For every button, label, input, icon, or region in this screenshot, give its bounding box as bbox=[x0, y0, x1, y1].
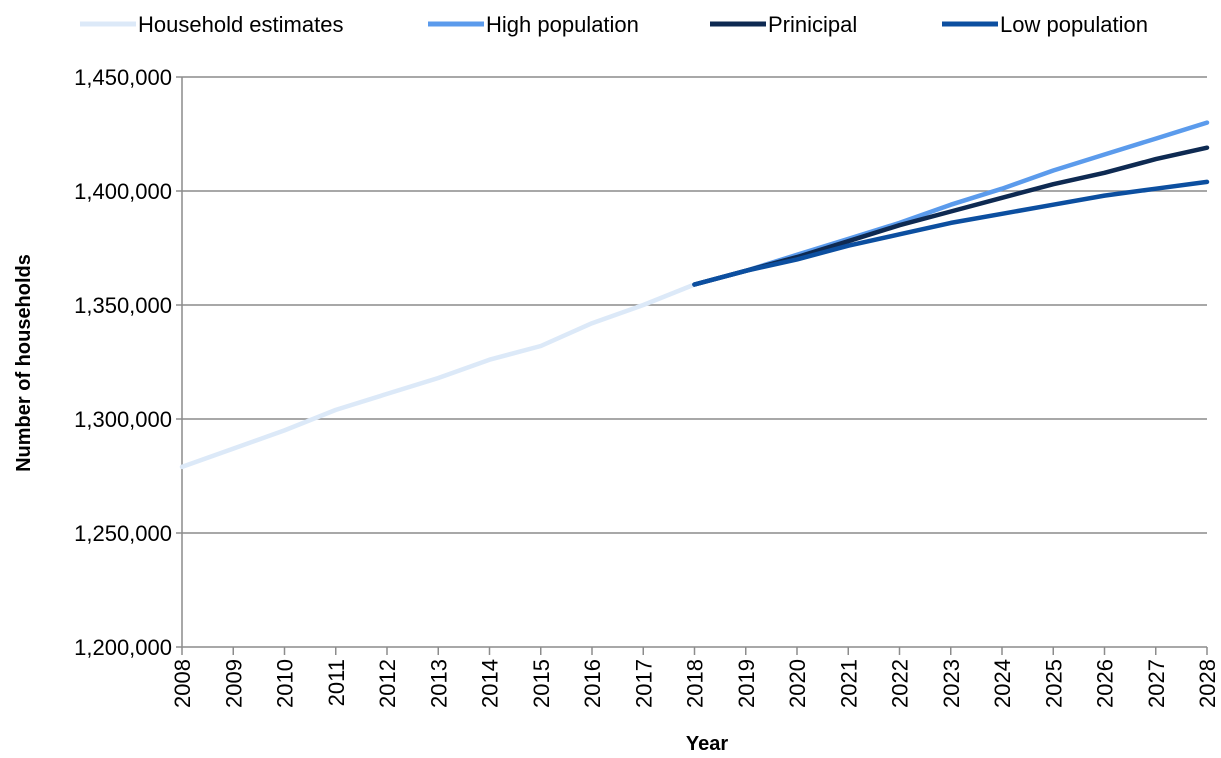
y-tick-label: 1,400,000 bbox=[74, 179, 172, 204]
x-tick-label: 2020 bbox=[785, 659, 810, 708]
y-tick-label: 1,250,000 bbox=[74, 521, 172, 546]
axes bbox=[176, 76, 1208, 655]
legend-label: Prinicipal bbox=[768, 12, 857, 37]
legend-item: Prinicipal bbox=[710, 12, 857, 37]
x-axis-title: Year bbox=[686, 733, 728, 755]
series-line-low-population bbox=[692, 179, 1210, 287]
x-tick-label: 2022 bbox=[888, 659, 913, 708]
x-tick-label: 2019 bbox=[734, 659, 759, 708]
x-tick-label: 2026 bbox=[1093, 659, 1118, 708]
legend-item: High population bbox=[428, 12, 639, 37]
y-tick-label: 1,450,000 bbox=[74, 65, 172, 90]
x-tick-label: 2024 bbox=[990, 659, 1015, 708]
legend-item: Low population bbox=[942, 12, 1148, 37]
x-tick-label: 2011 bbox=[324, 659, 349, 706]
y-tick-label: 1,350,000 bbox=[74, 293, 172, 318]
x-tick-label: 2014 bbox=[478, 659, 503, 708]
y-tick-label: 1,200,000 bbox=[74, 635, 172, 660]
series-lines bbox=[179, 120, 1210, 470]
legend: Household estimates High population Prinic… bbox=[80, 12, 1148, 37]
x-tick-label: 2009 bbox=[221, 659, 246, 708]
x-tick-label: 2018 bbox=[683, 659, 708, 708]
y-axis-title: Number of households bbox=[13, 254, 35, 472]
x-tick-label: 2012 bbox=[375, 659, 400, 708]
x-tick-label: 2008 bbox=[170, 659, 195, 708]
y-tick-label: 1,300,000 bbox=[74, 407, 172, 432]
x-tick-labels: 2008 2009 2010 2011 2012 2013 2014 2015 2016 2017… bbox=[170, 659, 1220, 708]
series-line-household-estimates bbox=[179, 282, 697, 470]
x-tick-label: 2028 bbox=[1195, 659, 1220, 708]
legend-label: Low population bbox=[1000, 12, 1148, 37]
y-tick-labels: 1,200,000 1,250,000 1,300,000 1,350,000 1,40… bbox=[74, 65, 172, 660]
legend-label: High population bbox=[486, 12, 639, 37]
gridlines bbox=[182, 76, 1207, 534]
x-tick-label: 2023 bbox=[939, 659, 964, 708]
x-tick-label: 2013 bbox=[426, 659, 451, 708]
legend-label: Household estimates bbox=[138, 12, 343, 37]
legend-item: Household estimates bbox=[80, 12, 343, 37]
x-tick-label: 2017 bbox=[631, 659, 656, 708]
x-tick-label: 2027 bbox=[1144, 659, 1169, 708]
x-tick-label: 2025 bbox=[1041, 659, 1066, 708]
series-line-high-population bbox=[692, 120, 1210, 287]
x-tick-label: 2015 bbox=[529, 659, 554, 708]
x-tick-label: 2021 bbox=[836, 659, 861, 708]
x-tick-label: 2016 bbox=[580, 659, 605, 708]
x-tick-label: 2010 bbox=[273, 659, 298, 708]
